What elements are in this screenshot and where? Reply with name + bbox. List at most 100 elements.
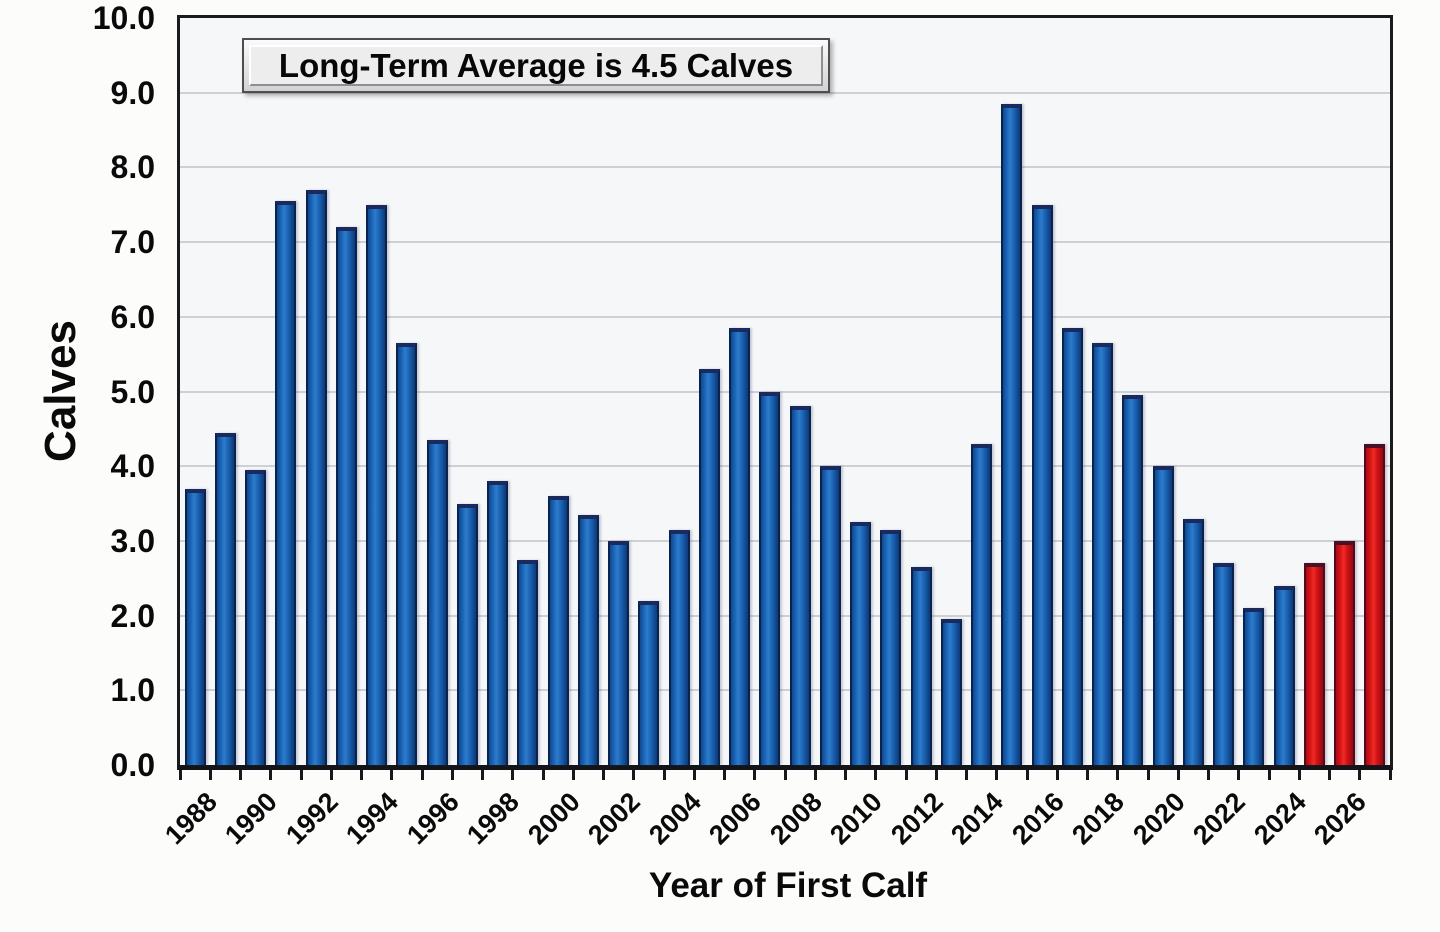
x-tick-label-2006: 2006	[703, 786, 767, 851]
x-tick-mark	[723, 770, 726, 780]
bar-2014	[971, 443, 992, 765]
y-tick-label-4.0: 4.0	[110, 448, 155, 485]
y-tick-label-2.0: 2.0	[110, 597, 155, 634]
bar-1998	[487, 481, 508, 765]
bar-2015	[1001, 103, 1023, 765]
x-tick-mark	[1358, 770, 1362, 780]
bar-2000	[547, 496, 569, 765]
x-tick-mark	[1328, 770, 1331, 780]
bar-2024	[1273, 585, 1295, 765]
bar-1997	[456, 503, 478, 765]
x-tick-label-2018: 2018	[1066, 786, 1130, 851]
x-tick-label-2012: 2012	[884, 786, 949, 851]
x-tick-mark	[178, 770, 182, 780]
bar-1996	[426, 440, 448, 765]
x-tick-mark	[208, 770, 212, 780]
x-tick-mark	[239, 770, 242, 780]
bar-1993	[335, 227, 357, 765]
x-tick-label-2020: 2020	[1126, 786, 1191, 851]
x-tick-label-2014: 2014	[945, 786, 1009, 851]
x-tick-mark	[450, 770, 454, 780]
x-tick-mark	[753, 770, 757, 780]
x-tick-mark	[874, 770, 878, 780]
x-tick-label-2004: 2004	[642, 786, 707, 851]
bar-2004	[668, 529, 690, 765]
x-tick-mark	[360, 770, 363, 780]
x-tick-mark	[1116, 770, 1120, 780]
x-tick-mark	[1146, 770, 1150, 780]
y-tick-label-8.0: 8.0	[110, 149, 155, 186]
bar-1989	[214, 432, 236, 765]
gridline-3	[180, 539, 1390, 542]
gridline-2	[180, 614, 1390, 617]
x-tick-label-2000: 2000	[521, 786, 586, 851]
bar-1995	[396, 342, 418, 765]
x-tick-label-1996: 1996	[400, 786, 465, 851]
x-tick-mark	[329, 770, 333, 780]
x-tick-mark	[269, 770, 273, 780]
x-tick-mark	[844, 770, 847, 780]
bar-1994	[366, 204, 387, 765]
bar-2016	[1031, 204, 1053, 765]
plot-area: Long-Term Average is 4.5 Calves	[177, 15, 1393, 770]
x-tick-mark	[692, 770, 696, 780]
x-tick-mark	[1025, 770, 1029, 780]
x-tick-mark	[904, 770, 908, 780]
x-tick-label-2010: 2010	[824, 786, 888, 851]
x-tick-mark	[390, 770, 394, 780]
bar-1991	[275, 201, 297, 765]
bar-2007	[759, 391, 781, 765]
x-tick-mark	[813, 770, 817, 780]
x-tick-mark	[420, 770, 424, 780]
y-tick-label-1.0: 1.0	[110, 672, 155, 709]
y-tick-label-5.0: 5.0	[110, 373, 155, 410]
x-tick-mark	[1388, 770, 1392, 780]
y-tick-label-9.0: 9.0	[110, 74, 155, 111]
bar-2012	[910, 567, 932, 765]
bar-2020	[1152, 466, 1174, 765]
bar-2002	[608, 540, 629, 765]
bar-2009	[819, 466, 841, 765]
x-tick-mark	[571, 770, 575, 780]
x-tick-mark	[1207, 770, 1210, 780]
y-tick-label-10.0: 10.0	[92, 0, 155, 36]
x-tick-mark	[1176, 770, 1180, 780]
x-tick-label-2016: 2016	[1005, 786, 1070, 851]
bar-2010	[850, 522, 871, 765]
bar-2021	[1182, 518, 1204, 765]
x-tick-mark	[1297, 770, 1301, 780]
gridline-4	[180, 465, 1390, 468]
x-tick-mark	[934, 770, 938, 780]
x-tick-mark	[783, 770, 787, 780]
x-tick-label-1994: 1994	[340, 786, 404, 851]
bar-2018	[1092, 342, 1113, 765]
x-tick-mark	[1086, 770, 1089, 780]
y-tick-label-6.0: 6.0	[110, 298, 155, 335]
bar-2022	[1213, 563, 1234, 765]
bar-1988	[184, 488, 206, 765]
annotation-box: Long-Term Average is 4.5 Calves	[242, 38, 830, 93]
bar-2003	[638, 600, 660, 765]
x-tick-mark	[995, 770, 999, 780]
x-tick-label-2022: 2022	[1187, 786, 1251, 851]
x-tick-label-1998: 1998	[461, 786, 525, 851]
y-tick-label-0.0: 0.0	[110, 747, 155, 783]
gridline-5	[180, 390, 1390, 393]
bar-2006	[729, 328, 750, 765]
y-tick-label-3.0: 3.0	[110, 522, 155, 559]
bar-2011	[880, 529, 902, 765]
bar-2005	[698, 369, 720, 765]
x-tick-mark	[1055, 770, 1059, 780]
x-tick-label-2026: 2026	[1308, 786, 1372, 851]
bar-2019	[1122, 395, 1144, 765]
bar-2017	[1061, 328, 1083, 765]
bar-1992	[305, 189, 327, 765]
x-tick-mark	[1237, 770, 1241, 780]
bar-2026	[1334, 540, 1355, 765]
x-tick-mark	[1267, 770, 1271, 780]
x-tick-label-1990: 1990	[219, 786, 283, 851]
x-axis-title: Year of First Calf	[648, 866, 928, 905]
bar-2023	[1243, 608, 1265, 765]
x-tick-mark	[965, 770, 968, 780]
